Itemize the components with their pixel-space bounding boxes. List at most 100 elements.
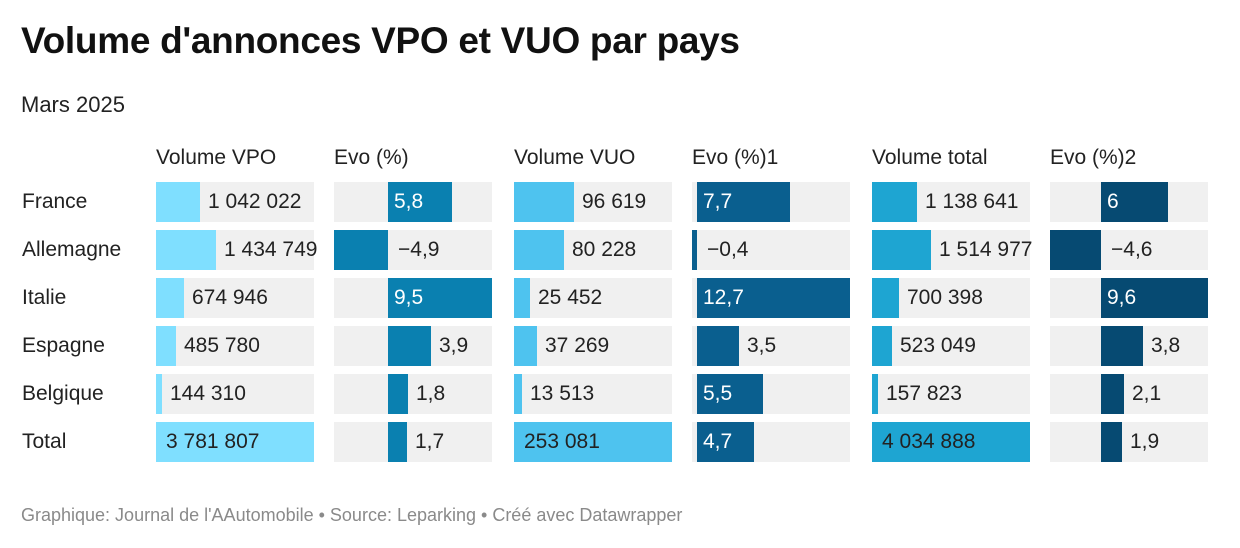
chart-footer: Graphique: Journal de l'AAutomobile • So… [21, 505, 683, 525]
table-cell: 700 398 [872, 278, 1030, 318]
row-label: France [22, 190, 88, 213]
table-cell: 144 310 [156, 374, 314, 414]
value-label: 1,9 [1130, 430, 1160, 453]
table-cell: 523 049 [872, 326, 1030, 366]
value-label: 4,7 [703, 430, 733, 453]
table-cell: 7,7 [692, 182, 850, 222]
table-cell: 3 781 807 [156, 422, 314, 462]
value-label: 3,9 [439, 334, 469, 357]
value-bar [872, 326, 892, 366]
table-cell: 3,5 [692, 326, 850, 366]
value-label: 6 [1107, 190, 1119, 213]
column-header: Evo (%)2 [1050, 146, 1137, 169]
value-bar [514, 374, 522, 414]
value-bar [872, 230, 931, 270]
value-label: 157 823 [886, 382, 962, 405]
table-cell: 1,8 [334, 374, 492, 414]
column-header: Volume VUO [514, 146, 636, 169]
value-label: 12,7 [703, 286, 744, 309]
value-bar [156, 422, 314, 462]
value-label: 253 081 [524, 430, 600, 453]
table-cell: 9,5 [334, 278, 492, 318]
value-bar [388, 422, 407, 462]
value-bar [1101, 278, 1208, 318]
chart-title: Volume d'annonces VPO et VUO par pays [21, 20, 740, 61]
value-bar [692, 230, 697, 270]
value-label: 80 228 [572, 238, 637, 261]
value-bar [1050, 230, 1101, 270]
table-cell: −4,6 [1050, 230, 1208, 270]
value-label: 9,6 [1107, 286, 1137, 309]
value-bar [388, 278, 492, 318]
table-cell: 157 823 [872, 374, 1030, 414]
table-cell: 25 452 [514, 278, 672, 318]
value-label: −0,4 [707, 238, 749, 261]
value-label: 5,8 [394, 190, 424, 213]
value-label: 1 514 977 [939, 238, 1033, 261]
value-label: 13 513 [530, 382, 595, 405]
value-label: 7,7 [703, 190, 733, 213]
value-bar [514, 278, 530, 318]
table-cell: 96 619 [514, 182, 672, 222]
value-bar [872, 278, 899, 318]
row-label: Belgique [22, 382, 104, 405]
table-cell: 485 780 [156, 326, 314, 366]
table-cell: 5,5 [692, 374, 850, 414]
table-cell: 253 081 [514, 422, 672, 462]
value-bar [156, 374, 162, 414]
value-label: 9,5 [394, 286, 424, 309]
value-bar [156, 278, 184, 318]
table-cell: 12,7 [692, 278, 850, 318]
table-cell: 1 514 977 [872, 230, 1033, 270]
table-cell: 674 946 [156, 278, 314, 318]
table-cell: 80 228 [514, 230, 672, 270]
value-bar [156, 326, 176, 366]
value-label: 1 138 641 [925, 190, 1019, 213]
value-label: −4,9 [398, 238, 440, 261]
value-bar [388, 374, 408, 414]
value-bar [697, 182, 790, 222]
table-cell: 1,7 [334, 422, 492, 462]
value-bar [514, 422, 672, 462]
value-label: 1 434 749 [224, 238, 318, 261]
value-label: 3 781 807 [166, 430, 260, 453]
value-bar [156, 230, 216, 270]
table-cell: −0,4 [692, 230, 850, 270]
value-label: 3,5 [747, 334, 777, 357]
value-label: 485 780 [184, 334, 260, 357]
value-label: −4,6 [1111, 238, 1153, 261]
value-bar [697, 278, 850, 318]
table-cell: 4 034 888 [872, 422, 1030, 462]
value-bar [1101, 326, 1143, 366]
table-cell: 4,7 [692, 422, 850, 462]
row-label: Total [22, 430, 67, 453]
value-bar [1101, 422, 1122, 462]
value-label: 1,7 [415, 430, 445, 453]
value-bar [514, 230, 564, 270]
value-bar [388, 326, 431, 366]
row-label: Espagne [22, 334, 105, 357]
value-label: 674 946 [192, 286, 268, 309]
value-bar [872, 374, 878, 414]
value-label: 1 042 022 [208, 190, 302, 213]
table-cell: 3,9 [334, 326, 492, 366]
value-bar [872, 422, 1030, 462]
value-bar [697, 374, 763, 414]
value-label: 25 452 [538, 286, 603, 309]
table-cell: 1 042 022 [156, 182, 314, 222]
value-bar [388, 182, 452, 222]
table-cell: 37 269 [514, 326, 672, 366]
table-cell: 6 [1050, 182, 1208, 222]
value-bar [334, 230, 388, 270]
table-cell: 2,1 [1050, 374, 1208, 414]
value-label: 523 049 [900, 334, 976, 357]
table-cell: 13 513 [514, 374, 672, 414]
column-header: Volume VPO [156, 146, 277, 169]
table-cell: 5,8 [334, 182, 492, 222]
value-bar [872, 182, 917, 222]
value-bar [514, 326, 537, 366]
value-label: 96 619 [582, 190, 647, 213]
table-cell: 1 434 749 [156, 230, 318, 270]
table-cell: 3,8 [1050, 326, 1208, 366]
value-bar [697, 422, 754, 462]
